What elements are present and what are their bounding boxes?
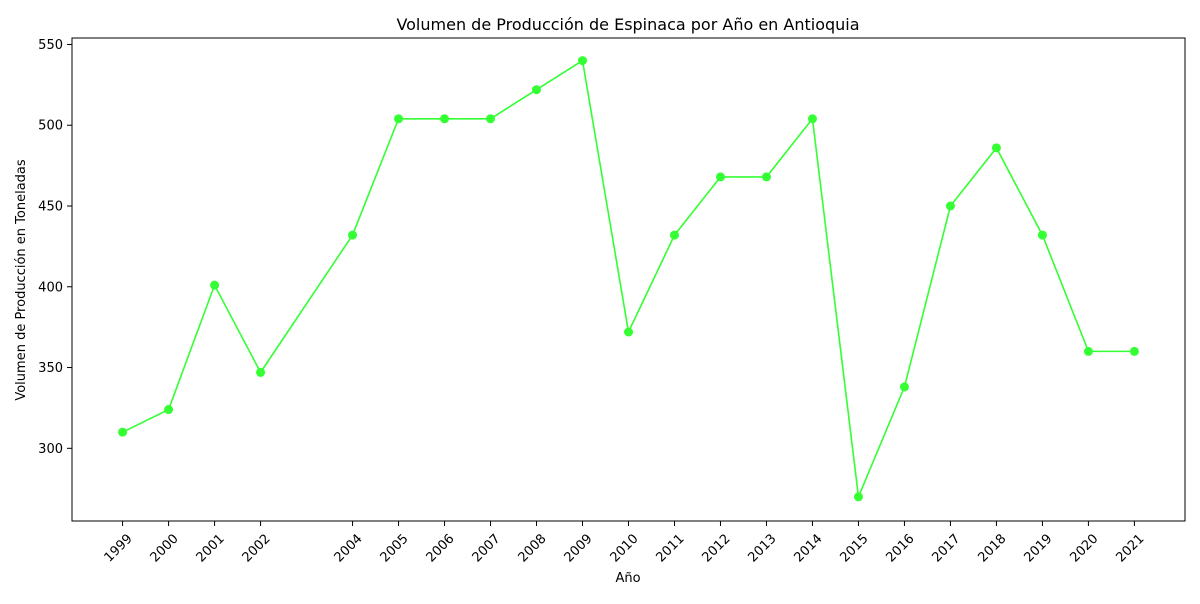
y-tick-label: 500 bbox=[38, 119, 63, 134]
x-tick-label: 2020 bbox=[1067, 531, 1101, 565]
data-point[interactable] bbox=[118, 427, 128, 437]
x-tick-label: 2006 bbox=[424, 531, 458, 565]
data-point[interactable] bbox=[440, 114, 450, 124]
y-axis: 300 350 400 450 500 550 bbox=[38, 38, 72, 457]
x-tick-label: 2018 bbox=[975, 531, 1009, 565]
y-tick-label: 350 bbox=[38, 361, 63, 376]
data-point[interactable] bbox=[669, 230, 679, 240]
x-tick-label: 2013 bbox=[746, 531, 780, 565]
x-tick-label: 2016 bbox=[883, 531, 917, 565]
data-point[interactable] bbox=[486, 114, 496, 124]
data-point[interactable] bbox=[761, 172, 771, 182]
plot-area bbox=[118, 56, 1139, 502]
y-tick-label: 450 bbox=[38, 200, 63, 215]
data-point[interactable] bbox=[164, 405, 174, 415]
data-point[interactable] bbox=[1083, 346, 1093, 356]
y-tick-label: 550 bbox=[38, 38, 63, 53]
data-point[interactable] bbox=[394, 114, 404, 124]
x-tick-label: 2019 bbox=[1021, 531, 1055, 565]
x-tick-label: 2001 bbox=[194, 531, 228, 565]
x-tick-label: 2021 bbox=[1113, 531, 1147, 565]
data-point[interactable] bbox=[1037, 230, 1047, 240]
plot-frame bbox=[71, 37, 1186, 522]
data-point[interactable] bbox=[807, 114, 817, 124]
x-tick-label: 2007 bbox=[470, 531, 504, 565]
y-axis-label: Volumen de Producción en Toneladas bbox=[14, 159, 29, 401]
x-tick-label: 2009 bbox=[562, 531, 596, 565]
data-point[interactable] bbox=[715, 172, 725, 182]
x-tick-label: 2000 bbox=[148, 531, 182, 565]
x-tick-label: 2002 bbox=[240, 531, 274, 565]
data-point[interactable] bbox=[991, 143, 1001, 153]
x-tick-label: 2012 bbox=[700, 531, 734, 565]
y-tick-label: 300 bbox=[38, 442, 63, 457]
data-point[interactable] bbox=[348, 230, 358, 240]
data-point[interactable] bbox=[899, 382, 909, 392]
x-tick-label: 2008 bbox=[516, 531, 550, 565]
data-point[interactable] bbox=[624, 327, 633, 337]
y-tick-label: 400 bbox=[38, 280, 63, 295]
x-tick-label: 2014 bbox=[792, 531, 826, 565]
x-tick-label: 2011 bbox=[654, 531, 688, 565]
x-tick-label: 2005 bbox=[378, 531, 412, 565]
data-point[interactable] bbox=[578, 56, 588, 66]
series-line bbox=[122, 59, 1135, 500]
data-point[interactable] bbox=[1129, 346, 1139, 356]
x-tick-label: 2015 bbox=[838, 531, 872, 565]
x-tick-label: 2017 bbox=[929, 531, 963, 565]
data-point[interactable] bbox=[945, 201, 955, 211]
x-tick-label: 2010 bbox=[608, 531, 642, 565]
data-point[interactable] bbox=[853, 492, 863, 502]
x-tick-label: 2004 bbox=[332, 531, 366, 565]
data-point[interactable] bbox=[256, 367, 266, 377]
x-axis: 1999 2000 2001 2002 2004 2005 2006 2007 2008 2009… bbox=[102, 521, 1147, 565]
data-point[interactable] bbox=[210, 280, 220, 290]
data-point[interactable] bbox=[532, 85, 542, 95]
chart-title: Volumen de Producción de Espinaca por Añ… bbox=[396, 15, 859, 34]
x-axis-label: Año bbox=[615, 571, 640, 586]
x-tick-label: 1999 bbox=[102, 531, 136, 565]
